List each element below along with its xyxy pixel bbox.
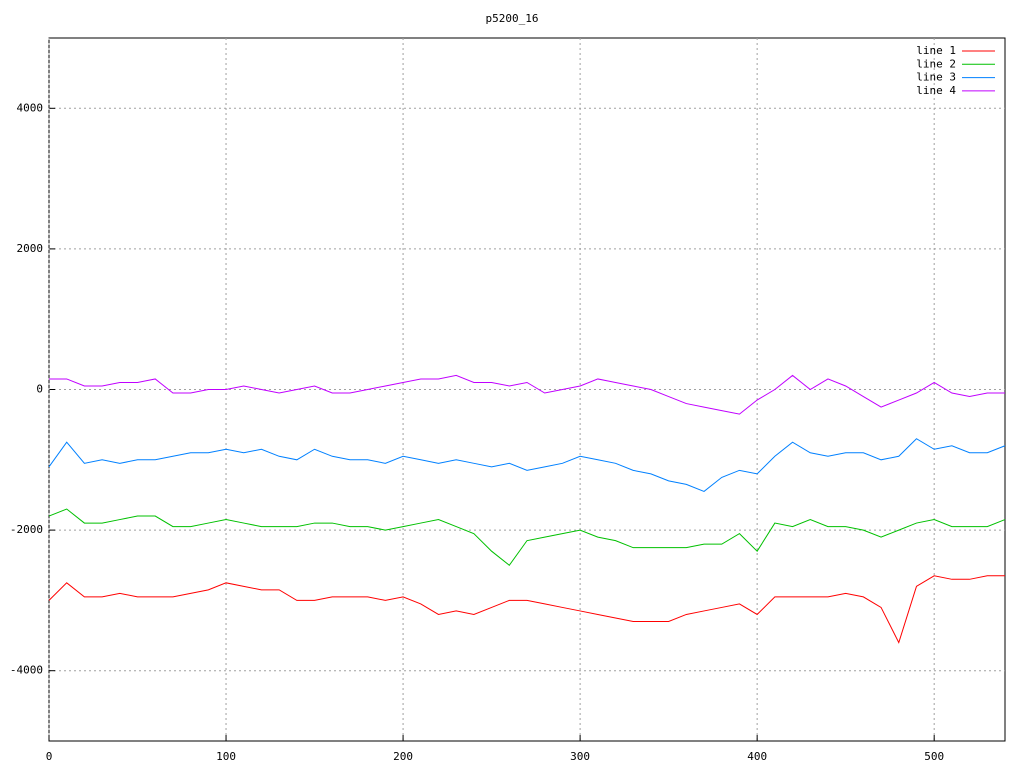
data-line	[48, 575, 1005, 644]
y-tick-label: -2000	[10, 523, 43, 536]
y-tick-label: 0	[36, 383, 43, 396]
x-tick-label: 0	[46, 750, 53, 763]
data-line	[48, 508, 1006, 566]
data-line	[48, 438, 1006, 493]
x-tick-label: 100	[216, 750, 236, 763]
legend-label: line 3	[916, 71, 956, 84]
x-tick-label: 300	[570, 750, 590, 763]
legend-label: line 2	[916, 57, 956, 70]
x-tick-label: 400	[747, 750, 767, 763]
chart-title: p5200_16	[486, 12, 539, 25]
data-line	[49, 374, 1005, 415]
x-tick-label: 200	[393, 750, 413, 763]
y-tick-label: -4000	[10, 664, 43, 677]
legend-label: line 4	[916, 84, 956, 97]
plot-frame	[48, 37, 1006, 742]
y-tick-label: 2000	[17, 242, 44, 255]
y-tick-label: 4000	[17, 101, 44, 114]
x-tick-label: 500	[924, 750, 944, 763]
legend-label: line 1	[916, 44, 956, 57]
